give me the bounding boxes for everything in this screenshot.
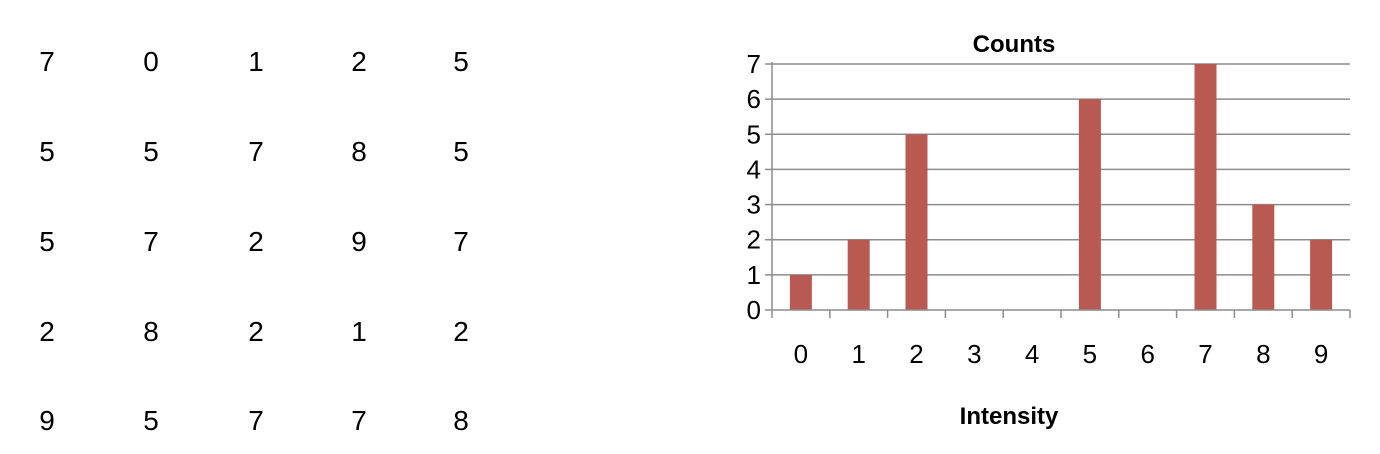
x-tick-label: 8: [1256, 339, 1270, 369]
matrix-cell: 8: [351, 136, 367, 167]
x-tick-label: 2: [909, 339, 923, 369]
matrix-cell: 7: [351, 405, 367, 436]
y-tick-label: 5: [747, 119, 761, 149]
x-tick-label: 1: [851, 339, 865, 369]
x-tick-label: 3: [967, 339, 981, 369]
matrix-cell: 7: [39, 46, 55, 77]
matrix-cell: 2: [248, 316, 264, 347]
bar: [1078, 99, 1101, 311]
matrix-cell: 2: [453, 316, 469, 347]
chart-title: Counts: [973, 31, 1056, 58]
y-tick-label: 1: [747, 260, 761, 290]
bars: [789, 64, 1333, 311]
bar: [905, 134, 928, 310]
y-tick-label: 6: [747, 84, 761, 114]
y-tick-label: 2: [747, 225, 761, 255]
matrix-cell: 8: [143, 316, 159, 347]
x-tick-label: 5: [1083, 339, 1097, 369]
matrix-cell: 5: [453, 46, 469, 77]
matrix-cell: 5: [453, 136, 469, 167]
intensity-matrix: 7 0 1 2 5 5 5 7 8 5 5 7 2 9 7 2 8 2 1 2 9 5 7 7 8: [0, 0, 560, 454]
matrix-cell: 7: [248, 405, 264, 436]
matrix-cell: 2: [248, 226, 264, 257]
matrix-cell: 8: [453, 405, 469, 436]
matrix-cell: 2: [39, 316, 55, 347]
matrix-cell: 9: [39, 405, 55, 436]
matrix-cell: 0: [143, 46, 159, 77]
y-tick-label: 0: [747, 295, 761, 325]
matrix-cell: 2: [351, 46, 367, 77]
x-tick-label: 6: [1140, 339, 1154, 369]
bar: [1310, 239, 1333, 310]
matrix-cell: 5: [39, 136, 55, 167]
y-tick-labels: 0 1 2 3 4 5 6 7: [747, 49, 761, 325]
y-tick-label: 7: [747, 49, 761, 79]
bar: [847, 239, 870, 310]
matrix-cell: 7: [248, 136, 264, 167]
y-tick-label: 3: [747, 190, 761, 220]
matrix-cell: 5: [143, 405, 159, 436]
x-tick-label: 4: [1025, 339, 1039, 369]
matrix-cell: 7: [143, 226, 159, 257]
matrix-cell: 1: [248, 46, 264, 77]
x-tick-label: 7: [1198, 339, 1212, 369]
matrix-cell: 7: [453, 226, 469, 257]
matrix-cell: 5: [39, 226, 55, 257]
matrix-cell: 1: [351, 316, 367, 347]
x-tick-label: 0: [794, 339, 808, 369]
bar: [1252, 204, 1275, 310]
matrix-cell: 9: [351, 226, 367, 257]
x-axis-title: Intensity: [960, 403, 1059, 430]
x-tick-labels: 0 1 2 3 4 5 6 7 8 9: [794, 339, 1329, 369]
counts-bar-chart: 0 1 2 3 4 5 6 7 0 1 2 3 4 5 6 7 8 9 Counts Intensity: [747, 31, 1351, 430]
bar: [1194, 64, 1217, 310]
bar: [789, 274, 812, 310]
x-tick-label: 9: [1314, 339, 1328, 369]
y-tick-label: 4: [747, 154, 761, 184]
axes: [765, 62, 1351, 318]
matrix-cell: 5: [143, 136, 159, 167]
